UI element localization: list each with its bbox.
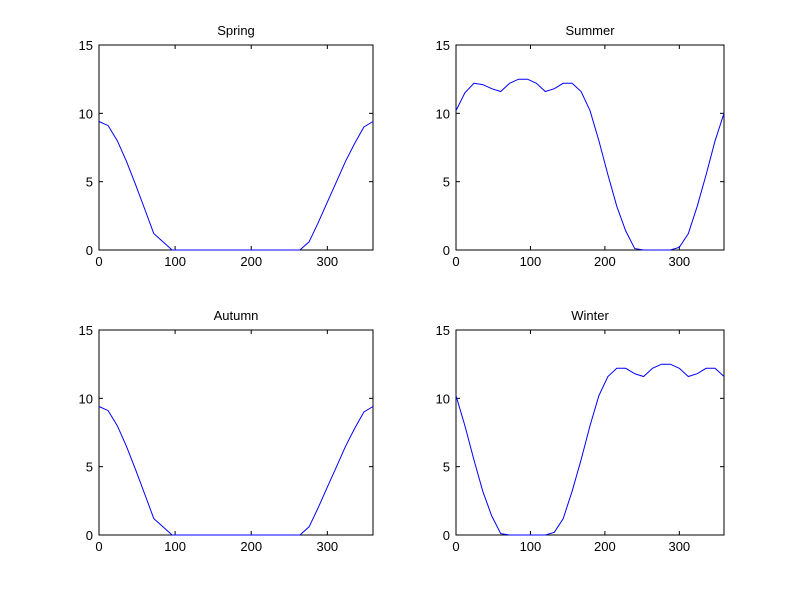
x-tick-label: 200	[240, 254, 262, 269]
x-tick-label: 200	[240, 539, 262, 554]
x-tick-label: 100	[164, 539, 186, 554]
series-line	[98, 121, 374, 251]
y-tick-label: 0	[443, 243, 450, 258]
x-tick-label: 100	[164, 254, 186, 269]
x-tick-label: 0	[95, 539, 102, 554]
x-tick-label: 200	[594, 254, 616, 269]
y-tick-label: 0	[86, 528, 93, 543]
series-line	[98, 406, 374, 536]
y-tick-label: 5	[443, 175, 450, 190]
x-tick-label: 300	[668, 254, 690, 269]
x-tick-label: 0	[95, 254, 102, 269]
y-tick-label: 10	[79, 106, 93, 121]
subplot-0: Spring 0 100 200 300 0 5 10 15	[79, 23, 374, 269]
x-tick-label: 300	[316, 539, 338, 554]
subplot-title: Winter	[571, 308, 609, 323]
y-tick-label: 0	[86, 243, 93, 258]
y-tick-label: 10	[436, 106, 450, 121]
y-tick-label: 15	[436, 323, 450, 338]
y-tick-label: 15	[436, 38, 450, 53]
series-line	[455, 363, 725, 536]
x-tick-label: 300	[316, 254, 338, 269]
x-tick-label: 0	[452, 539, 459, 554]
x-tick-label: 0	[452, 254, 459, 269]
axes-box	[455, 329, 725, 536]
axes-box	[455, 44, 725, 251]
y-tick-label: 10	[79, 391, 93, 406]
x-tick-label: 300	[668, 539, 690, 554]
subplot-3: Winter 0 100 200 300 0 5 10 15	[436, 308, 725, 554]
axes-box	[98, 329, 374, 536]
y-tick-label: 5	[86, 460, 93, 475]
y-tick-label: 5	[86, 175, 93, 190]
y-tick-label: 5	[443, 460, 450, 475]
subplot-title: Spring	[217, 23, 255, 38]
subplot-title: Autumn	[214, 308, 259, 323]
subplot-1: Summer 0 100 200 300 0 5 10 15	[436, 23, 725, 269]
y-tick-label: 10	[436, 391, 450, 406]
x-tick-label: 100	[520, 254, 542, 269]
axes-box	[98, 44, 374, 251]
y-tick-label: 15	[79, 38, 93, 53]
x-tick-label: 200	[594, 539, 616, 554]
x-tick-label: 100	[520, 539, 542, 554]
series-line	[455, 78, 725, 251]
y-tick-label: 0	[443, 528, 450, 543]
subplot-2: Autumn 0 100 200 300 0 5 10 15	[79, 308, 374, 554]
y-tick-label: 15	[79, 323, 93, 338]
subplot-title: Summer	[565, 23, 615, 38]
